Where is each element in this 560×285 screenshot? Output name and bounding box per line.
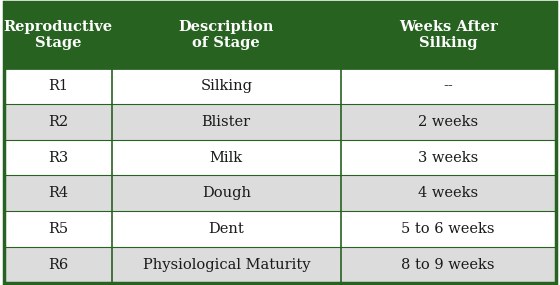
Text: 4 weeks: 4 weeks xyxy=(418,186,478,200)
Bar xyxy=(112,211,340,247)
Bar xyxy=(4,104,112,140)
Bar xyxy=(112,140,340,176)
Bar xyxy=(4,68,112,104)
Text: R3: R3 xyxy=(48,150,68,164)
Bar xyxy=(340,68,556,104)
Bar xyxy=(340,104,556,140)
Text: 8 to 9 weeks: 8 to 9 weeks xyxy=(402,258,495,272)
Text: Reproductive
Stage: Reproductive Stage xyxy=(4,20,113,50)
Text: R4: R4 xyxy=(48,186,68,200)
Bar xyxy=(340,247,556,283)
Bar xyxy=(340,211,556,247)
Bar xyxy=(4,211,112,247)
Bar xyxy=(112,176,340,211)
Text: R2: R2 xyxy=(48,115,68,129)
Bar xyxy=(4,140,112,176)
Text: Dent: Dent xyxy=(208,222,244,236)
Text: Milk: Milk xyxy=(209,150,243,164)
Text: 3 weeks: 3 weeks xyxy=(418,150,478,164)
Bar xyxy=(340,2,556,68)
Text: Weeks After
Silking: Weeks After Silking xyxy=(399,20,497,50)
Bar xyxy=(112,104,340,140)
Bar xyxy=(340,176,556,211)
Text: 5 to 6 weeks: 5 to 6 weeks xyxy=(402,222,495,236)
Text: R6: R6 xyxy=(48,258,68,272)
Text: 2 weeks: 2 weeks xyxy=(418,115,478,129)
Text: Description
of Stage: Description of Stage xyxy=(179,20,274,50)
Text: Physiological Maturity: Physiological Maturity xyxy=(143,258,310,272)
Bar xyxy=(112,247,340,283)
Text: R5: R5 xyxy=(48,222,68,236)
Bar xyxy=(4,2,112,68)
Bar xyxy=(340,140,556,176)
Bar xyxy=(4,176,112,211)
Bar xyxy=(4,247,112,283)
Bar xyxy=(112,68,340,104)
Text: --: -- xyxy=(443,79,453,93)
Text: Blister: Blister xyxy=(202,115,251,129)
Bar xyxy=(112,2,340,68)
Text: Silking: Silking xyxy=(200,79,252,93)
Text: R1: R1 xyxy=(48,79,68,93)
Text: Dough: Dough xyxy=(202,186,251,200)
